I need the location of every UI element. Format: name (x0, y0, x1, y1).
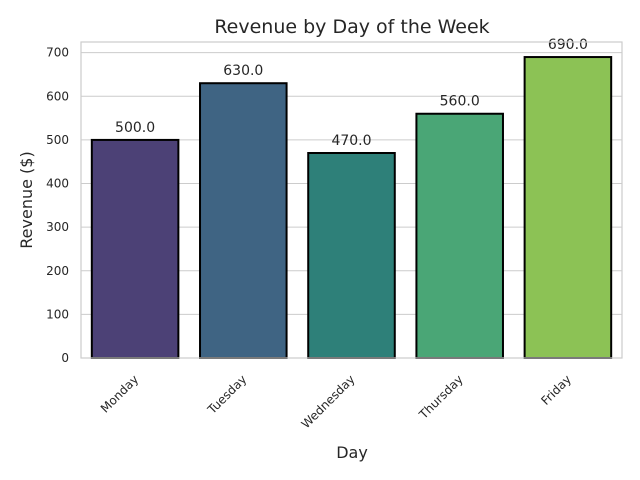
y-tick-label: 700 (46, 46, 69, 60)
x-tick-label: Thursday (416, 372, 466, 422)
y-tick-label: 100 (46, 307, 69, 321)
data-label: 470.0 (331, 133, 371, 149)
y-tick-label: 500 (46, 133, 69, 147)
y-tick-label: 300 (46, 220, 69, 234)
y-tick-label: 400 (46, 177, 69, 191)
plot-frame (80, 41, 623, 359)
bar-wednesday (307, 152, 396, 359)
y-tick-label: 200 (46, 264, 69, 278)
y-tick-label: 0 (61, 351, 69, 365)
y-tick-label: 600 (46, 89, 69, 103)
bar-tuesday (199, 82, 288, 360)
bars (90, 56, 613, 360)
x-tick-label: Monday (98, 372, 141, 415)
bar-monday (90, 138, 180, 359)
data-labels: 500.0 630.0 470.0 560.0 690.0 (115, 37, 588, 149)
data-label: 690.0 (548, 37, 588, 53)
x-tick-label: Wednesday (299, 372, 358, 431)
chart-title: Revenue by Day of the Week (214, 16, 489, 38)
x-axis-ticks: Monday Tuesday Wednesday Thursday Friday (98, 372, 574, 431)
y-axis-ticks: 0 100 200 300 400 500 600 700 (46, 46, 69, 365)
data-label: 630.0 (223, 63, 263, 79)
data-label: 560.0 (440, 94, 480, 110)
x-axis-label: Day (336, 443, 368, 462)
bar-thursday (415, 112, 504, 359)
y-axis-label: Revenue ($) (17, 151, 36, 248)
bar-friday (523, 56, 613, 360)
data-label: 500.0 (115, 120, 155, 136)
x-tick-label: Tuesday (204, 372, 249, 417)
x-tick-label: Friday (538, 372, 574, 408)
